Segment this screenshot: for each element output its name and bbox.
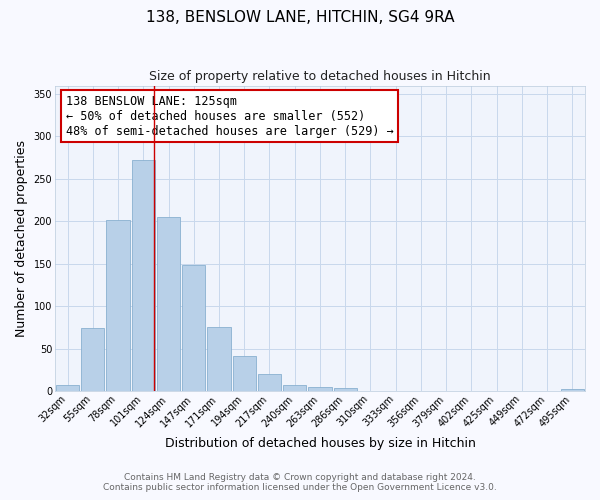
Bar (157, 217, 180, 391)
Text: 138, BENSLOW LANE, HITCHIN, SG4 9RA: 138, BENSLOW LANE, HITCHIN, SG4 9RA (146, 10, 454, 25)
X-axis label: Distribution of detached houses by size in Hitchin: Distribution of detached houses by size … (164, 437, 475, 450)
Bar (81, 328, 104, 391)
Y-axis label: Number of detached properties: Number of detached properties (15, 140, 28, 337)
Bar (308, 386, 332, 391)
Text: Contains HM Land Registry data © Crown copyright and database right 2024.
Contai: Contains HM Land Registry data © Crown c… (103, 473, 497, 492)
Bar (258, 374, 281, 391)
Text: 138 BENSLOW LANE: 125sqm
← 50% of detached houses are smaller (552)
48% of semi-: 138 BENSLOW LANE: 125sqm ← 50% of detach… (65, 94, 394, 138)
Bar (561, 390, 584, 391)
Bar (283, 385, 307, 391)
Bar (106, 220, 130, 391)
Bar (334, 388, 357, 391)
Bar (131, 160, 155, 391)
Bar (233, 356, 256, 391)
Bar (208, 328, 230, 391)
Bar (56, 385, 79, 391)
Bar (182, 264, 205, 391)
Title: Size of property relative to detached houses in Hitchin: Size of property relative to detached ho… (149, 70, 491, 83)
